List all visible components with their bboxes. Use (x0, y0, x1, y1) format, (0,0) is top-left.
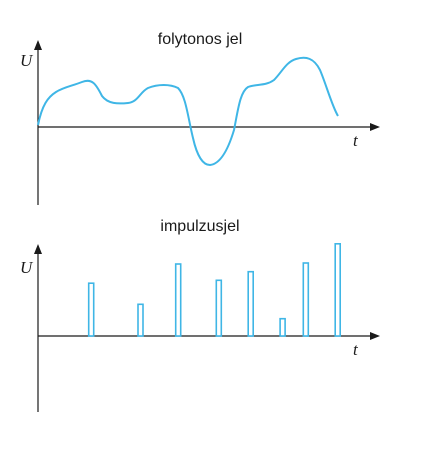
impulse-x-label: t (353, 340, 359, 359)
impulse-bar-2 (137, 303, 144, 337)
impulse-y-arrow-icon (34, 244, 42, 254)
continuous-y-arrow-icon (34, 40, 42, 50)
impulse-bar-8 (334, 243, 342, 337)
impulse-bars (87, 243, 342, 337)
continuous-signal-curve (37, 56, 339, 167)
impulse-bar-5 (247, 270, 254, 337)
impulse-signal-panel: impulzusjel U t (20, 218, 380, 412)
continuous-y-label: U (20, 51, 34, 70)
impulse-bar-1 (87, 282, 95, 337)
impulse-bar-7 (302, 262, 310, 337)
impulse-bar-4 (215, 279, 223, 337)
continuous-x-label: t (353, 131, 359, 150)
impulse-y-label: U (20, 258, 34, 277)
impulse-signal-title: impulzusjel (160, 218, 239, 235)
continuous-signal-panel: folytonos jel U t (20, 31, 380, 205)
impulse-bar-3 (174, 263, 182, 337)
continuous-x-arrow-icon (370, 123, 380, 131)
impulse-x-arrow-icon (370, 332, 380, 340)
impulse-bar-6 (279, 317, 286, 337)
continuous-signal-title: folytonos jel (158, 31, 243, 48)
